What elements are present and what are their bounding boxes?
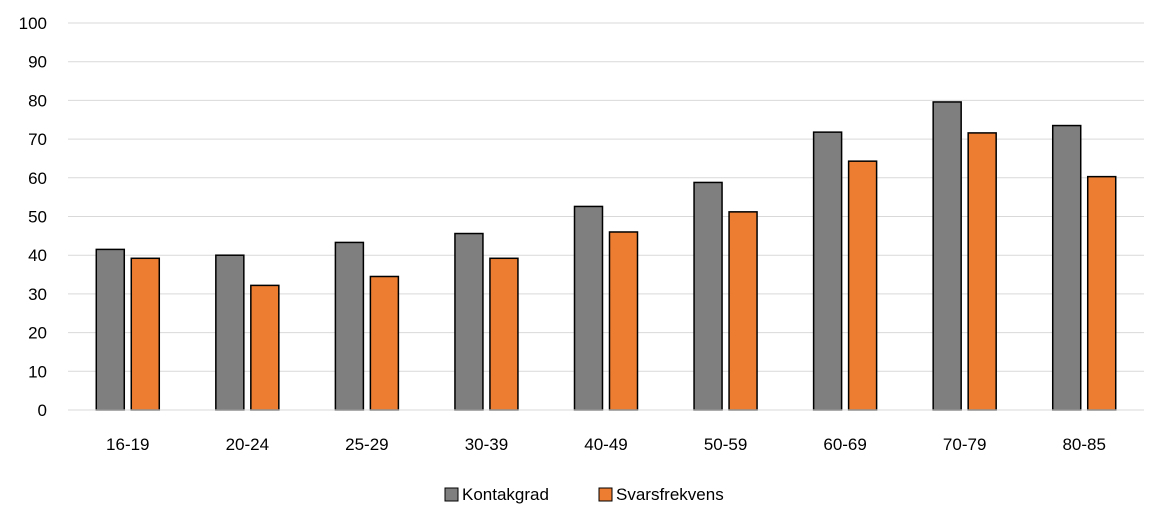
legend-swatch-kontakgrad <box>444 487 459 502</box>
bars <box>95 101 1117 411</box>
legend-label-svarsfrekvens: Svarsfrekvens <box>616 485 724 504</box>
bar-kontakgrad-25-29 <box>334 241 365 411</box>
bar-kontakgrad-50-59 <box>693 181 723 411</box>
legend-swatch-svarsfrekvens <box>598 487 613 502</box>
bar-svarsfrekvens-70-79 <box>967 132 997 411</box>
legend-label-kontakgrad: Kontakgrad <box>462 485 549 504</box>
bar-svarsfrekvens-20-24 <box>250 284 280 411</box>
y-tick-label: 30 <box>28 285 47 304</box>
y-tick-label: 60 <box>28 169 47 188</box>
x-tick-label: 80-85 <box>1062 435 1105 454</box>
bar-svarsfrekvens-16-19 <box>130 257 161 411</box>
x-tick-label: 60-69 <box>823 435 866 454</box>
bar-svarsfrekvens-25-29 <box>369 275 400 411</box>
bar-kontakgrad-30-39 <box>454 232 484 411</box>
y-tick-label: 50 <box>28 208 47 227</box>
y-tick-label: 100 <box>19 14 47 33</box>
y-tick-label: 40 <box>28 246 47 265</box>
bar-kontakgrad-70-79 <box>932 101 962 411</box>
bar-kontakgrad-60-69 <box>812 131 843 411</box>
x-tick-label: 30-39 <box>465 435 508 454</box>
x-tick-label: 25-29 <box>345 435 388 454</box>
bar-svarsfrekvens-80-85 <box>1086 175 1117 411</box>
bar-kontakgrad-40-49 <box>573 205 604 411</box>
bar-svarsfrekvens-30-39 <box>489 257 519 411</box>
bar-kontakgrad-16-19 <box>95 248 126 411</box>
bar-kontakgrad-20-24 <box>215 254 245 411</box>
legend: Kontakgrad Svarsfrekvens <box>444 485 724 504</box>
bar-kontakgrad-80-85 <box>1051 124 1082 411</box>
x-tick-label: 50-59 <box>704 435 747 454</box>
x-tick-label: 20-24 <box>226 435 269 454</box>
bar-svarsfrekvens-50-59 <box>728 211 758 411</box>
x-axis-ticks: 16-19 20-24 25-29 30-39 40-49 50-59 60-69 70-79… <box>106 435 1106 454</box>
y-tick-label: 20 <box>28 324 47 343</box>
y-tick-label: 70 <box>28 130 47 149</box>
y-tick-label: 80 <box>28 91 47 110</box>
gridlines <box>68 22 1144 372</box>
x-tick-label: 40-49 <box>584 435 627 454</box>
y-axis-ticks: 0 10 20 30 40 50 60 70 80 90 100 <box>19 14 47 420</box>
y-tick-label: 0 <box>38 401 47 420</box>
x-tick-label: 16-19 <box>106 435 149 454</box>
bar-svarsfrekvens-40-49 <box>608 231 639 411</box>
y-tick-label: 90 <box>28 53 47 72</box>
bar-svarsfrekvens-60-69 <box>847 160 878 411</box>
x-tick-label: 70-79 <box>943 435 986 454</box>
y-tick-label: 10 <box>28 362 47 381</box>
